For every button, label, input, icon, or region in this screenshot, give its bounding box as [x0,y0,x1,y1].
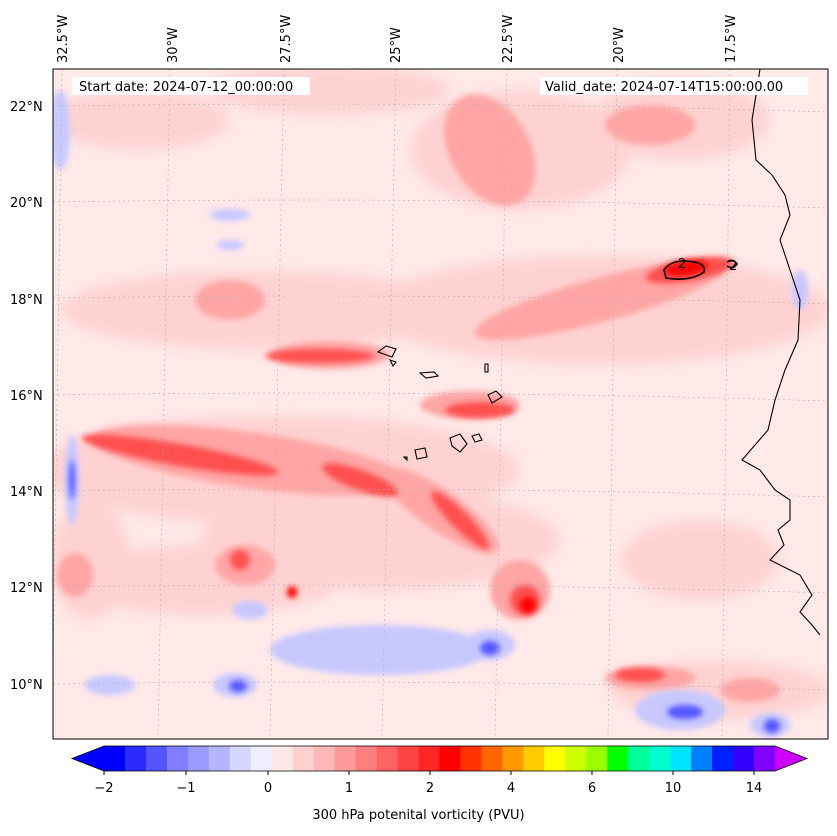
colorbar-cell [418,746,440,771]
colorbar-tick-label: −1 [176,781,195,796]
colorbar-cell [145,746,168,771]
colorbar-cell [733,746,755,771]
colorbar-cell [523,746,545,771]
valid-date-box [540,77,808,95]
colorbar-cell [607,746,629,771]
colorbar-cell [208,746,231,771]
lon-label: 20°W [612,27,627,63]
pv-field-max [287,260,708,613]
colorbar-cell [544,746,566,771]
colorbar-cell [565,746,587,771]
colorbar-cell [712,746,734,771]
colorbar-caption: 300 hPa potenital vorticity (PVU) [312,808,525,823]
contour-label-2b: 2 [729,259,737,274]
colorbar-cell [481,746,503,771]
colorbar-cell [460,746,482,771]
colorbar-tick-label: 14 [746,781,763,796]
colorbar-cell [691,746,713,771]
colorbar-cell [670,746,692,771]
coastlines [376,69,821,636]
graticule [53,69,828,739]
colorbar-cell [187,746,210,771]
colorbar-tick-label: 4 [507,781,515,796]
lon-label: 22.5°W [501,15,516,63]
lon-label: 30°W [166,27,181,63]
start-date-label: Start date: 2024-07-12_00:00:00 [79,80,293,95]
colorbar-extend-min [72,746,104,771]
colorbar-tick-label: 6 [588,781,596,796]
pv-field-negative-strong [69,460,780,733]
lon-label: 25°W [389,27,404,63]
colorbar-cell [649,746,671,771]
lon-label: 32.5°W [56,15,71,63]
colorbar-cell [166,746,189,771]
colorbar-cell [229,746,252,771]
lat-label: 22°N [10,100,43,115]
colorbar-ticks: −2 −1 0 1 2 4 6 10 14 [94,771,762,796]
valid-date-label: Valid_date: 2024-07-14T15:00:00.00 [545,80,783,95]
colorbar-cell [334,746,357,771]
lat-label: 10°N [10,678,43,693]
longitude-labels: 32.5°W 30°W 27.5°W 25°W 22.5°W 20°W 17.5… [56,15,739,63]
colorbar-cell [250,746,273,771]
lat-label: 20°N [10,196,43,211]
colorbar-cell [124,746,147,771]
pv-2-contour [663,259,738,280]
lon-label: 17.5°W [724,15,739,63]
colorbar-tick-label: 1 [345,781,353,796]
colorbar [70,745,809,772]
colorbar-cell [586,746,608,771]
colorbar-cell [628,746,650,771]
lat-label: 16°N [10,389,43,404]
colorbar-outline [70,745,809,772]
colorbar-cell [439,746,461,771]
colorbar-tick-label: 0 [264,781,272,796]
colorbar-extend-max [775,746,807,771]
colorbar-tick-label: −2 [94,781,113,796]
lat-label: 14°N [10,485,43,500]
lat-label: 12°N [10,581,43,596]
colorbar-tick-label: 10 [665,781,682,796]
colorbar-cell [292,746,315,771]
colorbar-cell [104,746,126,771]
latitude-labels: 22°N 20°N 18°N 16°N 14°N 12°N 10°N [10,100,43,693]
start-date-box [72,77,310,95]
colorbar-cells [104,746,776,771]
colorbar-cell [376,746,399,771]
lon-label: 27.5°W [279,15,294,63]
lat-label: 18°N [10,293,43,308]
colorbar-cell [313,746,336,771]
colorbar-cell [502,746,524,771]
colorbar-cell [355,746,378,771]
colorbar-cell [397,746,420,771]
contour-label-2a: 2 [678,257,686,272]
map-frame [52,68,829,740]
colorbar-cell [271,746,294,771]
colorbar-tick-label: 2 [426,781,434,796]
colorbar-cell [754,746,776,771]
